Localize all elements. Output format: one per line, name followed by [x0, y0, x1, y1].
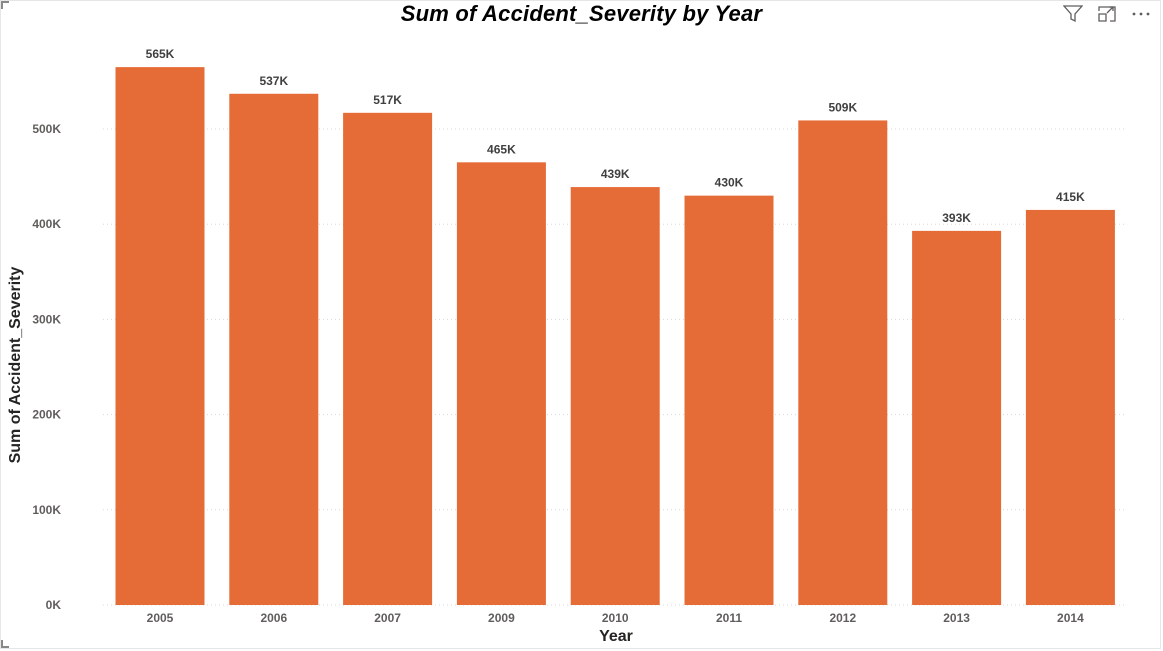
x-axis-title: Year [599, 628, 633, 645]
bar-2005[interactable] [115, 67, 205, 606]
x-tick-label: 2011 [716, 611, 742, 625]
y-tick-label: 300K [32, 312, 61, 326]
data-label: 439K [601, 167, 630, 181]
bar-2009[interactable] [456, 162, 546, 605]
data-label: 430K [715, 176, 744, 190]
data-label: 509K [828, 100, 857, 114]
x-tick-label: 2005 [147, 611, 174, 625]
x-tick-label: 2010 [602, 611, 629, 625]
bar-2011[interactable] [684, 195, 774, 605]
x-tick-label: 2007 [374, 611, 401, 625]
x-tick-label: 2012 [829, 611, 856, 625]
data-label: 517K [373, 93, 402, 107]
filter-icon [1063, 5, 1083, 23]
y-tick-label: 200K [32, 408, 61, 422]
bar-2010[interactable] [570, 187, 660, 605]
y-tick-label: 0K [46, 598, 62, 612]
y-tick-label: 100K [32, 503, 61, 517]
data-label: 565K [146, 47, 175, 61]
focus-mode-button[interactable] [1095, 4, 1119, 24]
bar-2014[interactable] [1025, 209, 1115, 606]
resize-handle-bottom-left[interactable] [1, 640, 9, 648]
x-tick-label: 2006 [260, 611, 287, 625]
data-label: 465K [487, 142, 516, 156]
filter-button[interactable] [1061, 4, 1085, 24]
data-label: 393K [942, 211, 971, 225]
visual-header-toolbar [1061, 4, 1153, 24]
bar-2012[interactable] [798, 120, 888, 605]
y-tick-label: 500K [32, 122, 61, 136]
bar-2006[interactable] [229, 93, 319, 605]
x-tick-label: 2013 [943, 611, 970, 625]
data-label: 415K [1056, 190, 1085, 204]
x-tick-label: 2014 [1057, 611, 1084, 625]
y-tick-label: 400K [32, 217, 61, 231]
bar-2007[interactable] [343, 112, 433, 605]
more-options-button[interactable] [1129, 4, 1153, 24]
data-label: 537K [259, 74, 288, 88]
more-options-icon [1132, 12, 1150, 16]
resize-handle-top-left[interactable] [1, 1, 9, 9]
bar-2013[interactable] [912, 230, 1002, 605]
focus-mode-icon [1098, 6, 1116, 22]
x-tick-label: 2009 [488, 611, 515, 625]
chart-title: Sum of Accident_Severity by Year [400, 1, 763, 26]
